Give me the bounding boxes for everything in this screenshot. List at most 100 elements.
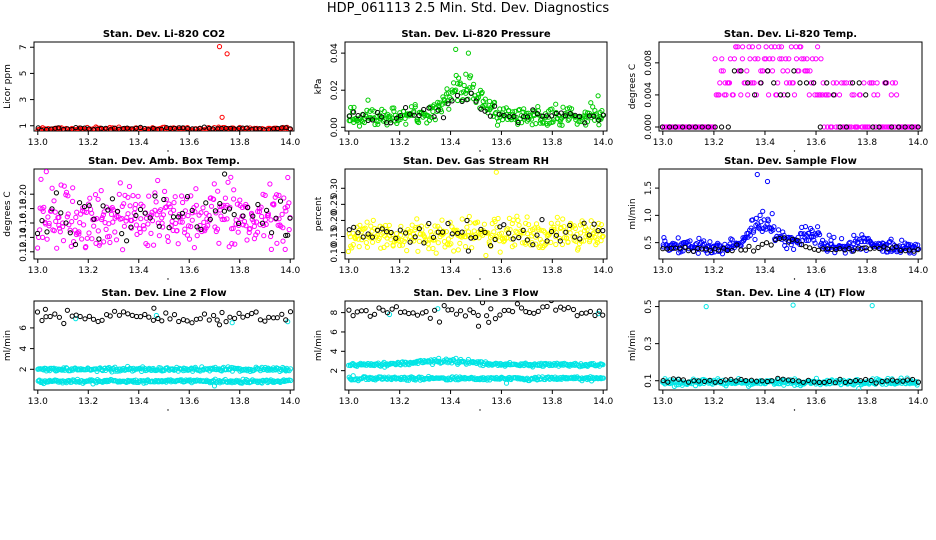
data-point (174, 228, 180, 234)
data-point (351, 224, 357, 230)
y-axis-label: ml/min (3, 330, 13, 361)
data-point (529, 116, 535, 122)
data-point (696, 235, 702, 241)
data-point (705, 124, 711, 130)
data-point (103, 125, 109, 131)
data-point (211, 383, 218, 389)
data-point (749, 44, 756, 50)
data-point (767, 56, 773, 62)
x-tick-label: 13.8 (857, 138, 877, 148)
data-point (427, 315, 433, 321)
data-point (713, 92, 719, 98)
data-point (189, 320, 195, 326)
data-point (813, 56, 819, 62)
data-point (796, 378, 802, 384)
data-point (368, 223, 374, 229)
data-point (561, 306, 567, 312)
data-point (435, 99, 441, 106)
data-point (132, 216, 138, 222)
data-point (265, 212, 271, 218)
data-point (892, 80, 899, 86)
data-point (110, 207, 116, 213)
y-tick-label: 0.25 (330, 194, 340, 214)
data-point (526, 222, 532, 228)
data-point (793, 56, 800, 62)
y-tick-label: 1.0 (644, 208, 654, 223)
data-point (116, 191, 122, 197)
data-point (889, 80, 896, 86)
data-point (451, 80, 457, 86)
data-point (692, 124, 699, 130)
data-point (467, 85, 473, 91)
y-tick-label: 0.20 (330, 210, 340, 230)
data-point (110, 219, 116, 225)
data-point (473, 98, 479, 104)
data-point (40, 234, 46, 240)
data-point (759, 241, 765, 247)
series-cyan-upper (35, 363, 294, 375)
data-point (206, 125, 212, 131)
data-point (553, 101, 559, 107)
data-point (407, 239, 413, 245)
data-point (587, 308, 594, 315)
data-point (228, 125, 234, 131)
data-point (166, 201, 172, 207)
data-point (90, 316, 97, 322)
data-point (428, 114, 434, 121)
data-point (99, 317, 105, 323)
x-tick-label: 13.8 (230, 266, 250, 276)
data-point (188, 224, 194, 230)
data-point (77, 220, 83, 226)
data-point (553, 241, 559, 248)
data-point (523, 241, 529, 247)
data-point (386, 222, 392, 228)
data-point (229, 241, 235, 247)
data-point (393, 115, 399, 121)
data-point (578, 230, 584, 236)
series-overlay (660, 235, 921, 254)
data-point (769, 68, 776, 74)
data-point (550, 119, 556, 125)
data-point (471, 81, 477, 87)
points-layer (34, 169, 293, 253)
data-point (744, 68, 750, 74)
x-tick-label: 13.0 (28, 397, 48, 407)
data-point (76, 229, 82, 235)
data-point (384, 363, 390, 369)
data-point (351, 104, 357, 111)
data-point (218, 378, 224, 385)
data-point (498, 230, 505, 236)
data-point (553, 230, 559, 236)
data-point (77, 313, 83, 320)
data-point (363, 240, 369, 246)
data-point (839, 236, 845, 242)
data-point (915, 379, 922, 385)
data-point (478, 226, 484, 232)
data-point (286, 227, 292, 233)
data-point (45, 214, 51, 220)
data-point (849, 92, 855, 98)
data-point (777, 56, 783, 62)
data-point (245, 205, 251, 211)
data-point (588, 100, 594, 106)
data-point (121, 223, 128, 229)
points-layer (660, 302, 922, 390)
data-point (156, 233, 162, 239)
data-point (231, 212, 237, 218)
data-point (249, 310, 255, 317)
data-point (236, 310, 242, 316)
data-point (500, 106, 507, 112)
data-point (176, 318, 182, 325)
points-layer (35, 44, 293, 131)
data-point (805, 377, 812, 383)
data-point (769, 211, 775, 217)
data-point (266, 314, 272, 320)
points-layer (660, 171, 922, 257)
data-point (832, 380, 838, 386)
data-point (407, 228, 413, 235)
data-point (801, 56, 807, 62)
axis-dot (167, 278, 169, 280)
data-point (725, 124, 731, 130)
data-point (530, 107, 536, 113)
data-point (802, 224, 809, 230)
